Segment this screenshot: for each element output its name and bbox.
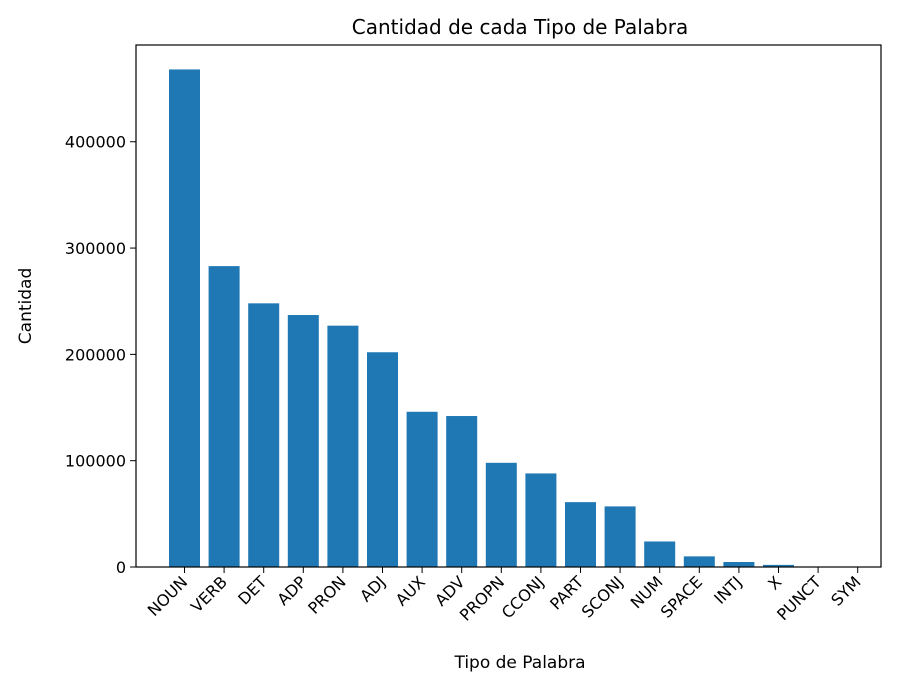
x-tick-label-space: SPACE xyxy=(657,572,706,621)
bar-cconj xyxy=(525,473,556,567)
bar-det xyxy=(248,303,279,567)
bar-aux xyxy=(407,412,438,567)
x-axis-title: Tipo de Palabra xyxy=(453,653,585,673)
bar-noun xyxy=(169,69,200,567)
bar-intj xyxy=(723,562,754,567)
y-axis-title: Cantidad xyxy=(16,268,36,344)
x-tick-label-verb: VERB xyxy=(187,572,231,616)
x-tick-label-cconj: CCONJ xyxy=(498,572,548,622)
y-tick-label: 300000 xyxy=(65,239,126,258)
x-tick-label-aux: AUX xyxy=(392,572,429,609)
bars-group xyxy=(169,69,873,567)
chart-title: Cantidad de cada Tipo de Palabra xyxy=(352,15,688,39)
x-tick-label-sconj: SCONJ xyxy=(578,572,627,621)
bar-num xyxy=(644,541,675,567)
bar-verb xyxy=(209,266,240,567)
y-tick-label: 0 xyxy=(116,558,126,577)
x-tick-label-propn: PROPN xyxy=(456,572,508,624)
bar-adv xyxy=(446,416,477,567)
bar-propn xyxy=(486,463,517,567)
y-tick-label: 400000 xyxy=(65,133,126,152)
bar-part xyxy=(565,502,596,567)
y-tick-label: 200000 xyxy=(65,345,126,364)
x-tick-label-pron: PRON xyxy=(304,572,349,617)
bar-space xyxy=(684,556,715,567)
x-tick-label-intj: INTJ xyxy=(710,572,745,607)
bar-pron xyxy=(327,326,358,567)
x-tick-label-sym: SYM xyxy=(827,572,864,609)
y-ticks-group: 0 100000 200000 300000 400000 xyxy=(65,133,136,577)
x-tick-label-noun: NOUN xyxy=(144,572,192,620)
bar-sconj xyxy=(605,506,636,567)
x-tick-label-punct: PUNCT xyxy=(773,572,825,624)
x-tick-label-adj: ADJ xyxy=(356,572,389,605)
bar-adj xyxy=(367,352,398,567)
x-tick-label-det: DET xyxy=(234,572,270,608)
x-tick-label-x: X xyxy=(764,572,785,593)
bar-adp xyxy=(288,315,319,567)
y-tick-label: 100000 xyxy=(65,452,126,471)
